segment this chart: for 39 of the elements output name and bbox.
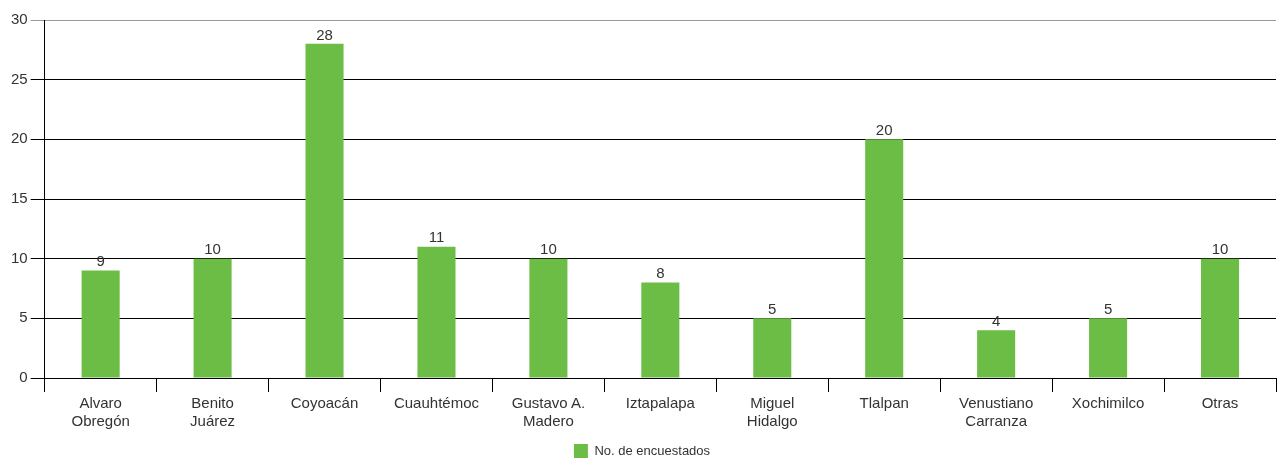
data-label: 5 [768, 299, 777, 317]
x-tick-label: Iztapalapa [625, 394, 696, 412]
bar [977, 330, 1016, 378]
bar [1089, 318, 1128, 378]
legend-label: No. de encuestados [594, 442, 711, 458]
x-tick-label: Otras [1201, 394, 1239, 412]
x-tick-label: Gustavo A. Madero [511, 394, 586, 430]
x-tick-label: Tlalpan [859, 394, 909, 412]
data-label: 10 [204, 240, 221, 258]
data-label: 10 [540, 240, 557, 258]
bar [641, 282, 680, 378]
bar [753, 318, 792, 378]
data-label: 8 [656, 264, 665, 282]
y-tick-label: 10 [11, 248, 28, 266]
x-tick-label: Miguel Hidalgo [746, 394, 798, 430]
x-tick-label: Venustiano Carranza [959, 394, 1034, 430]
x-tick-label: Cuauhtémoc [393, 394, 480, 412]
x-tick-label: Alvaro Obregón [71, 394, 130, 430]
y-tick-label: 20 [11, 129, 28, 147]
data-label: 28 [316, 25, 333, 43]
y-tick-label: 5 [19, 308, 28, 326]
bar [193, 258, 232, 378]
bar [1201, 258, 1240, 378]
x-tick-label: Benito Juárez [190, 394, 236, 430]
data-label: 10 [1211, 240, 1229, 258]
bar [81, 270, 120, 378]
bar [865, 139, 904, 378]
y-tick-label: 0 [19, 368, 28, 386]
data-label: 11 [428, 228, 445, 246]
bar [305, 43, 344, 378]
x-tick-label: Coyoacán [290, 394, 359, 412]
bar [529, 258, 568, 378]
data-label: 5 [1103, 299, 1113, 317]
y-tick-label: 25 [11, 69, 28, 87]
y-tick-label: 15 [11, 189, 28, 207]
bar [417, 246, 456, 378]
y-tick-label: 30 [11, 10, 28, 28]
data-label: 20 [875, 120, 893, 138]
x-tick-label: Xochimilco [1071, 394, 1145, 412]
